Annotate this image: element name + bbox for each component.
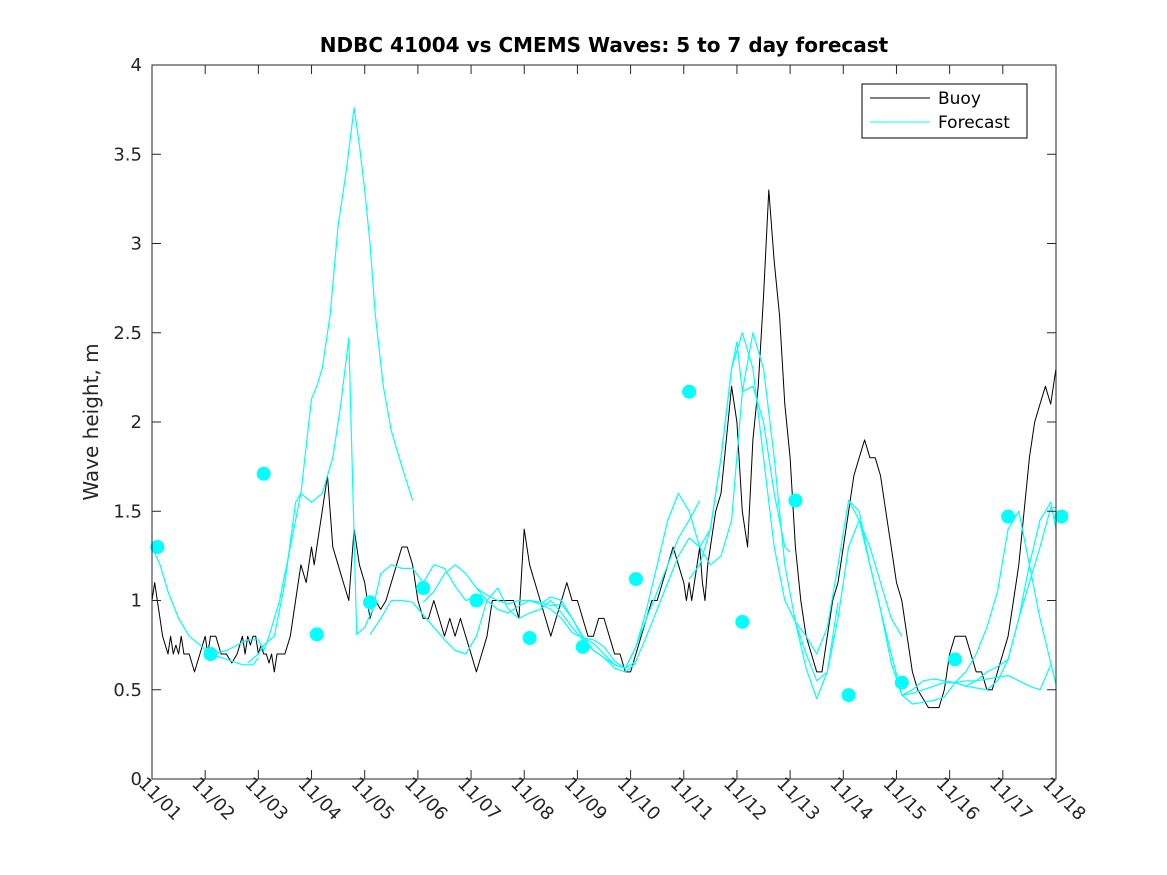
y-tick-label: 3: [131, 234, 142, 255]
forecast-segment-3: [247, 337, 477, 664]
forecast-marker-17: [1001, 509, 1016, 524]
forecast-marker-16: [948, 652, 962, 667]
legend-forecast-label: Forecast: [938, 113, 1010, 133]
forecast-marker-2: [203, 647, 218, 661]
forecast-marker-18: [1054, 509, 1069, 524]
forecast-marker-13: [788, 493, 803, 508]
y-tick-label: 3.5: [113, 144, 142, 165]
forecast-marker-9: [575, 639, 590, 654]
y-tick-label: 1.5: [113, 501, 142, 522]
forecast-marker-15: [894, 675, 909, 690]
y-tick-label: 2: [131, 412, 142, 433]
forecast-marker-7: [469, 593, 484, 608]
forecast-marker-11: [682, 384, 697, 399]
y-tick-label: 4: [131, 55, 142, 76]
forecast-marker-12: [735, 614, 750, 629]
forecast-segment-7: [529, 332, 839, 682]
y-tick-label: 2.5: [113, 323, 142, 344]
forecast-marker-1: [150, 540, 165, 554]
y-tick-label: 0.5: [113, 680, 142, 701]
forecast-marker-10: [628, 572, 643, 587]
legend-box: [861, 83, 1028, 139]
forecast-segment-11: [901, 501, 1057, 696]
forecast-marker-5: [363, 595, 377, 610]
buoy-series-line: [151, 189, 1057, 709]
forecast-marker-6: [416, 581, 431, 595]
forecast-marker-3: [256, 466, 271, 481]
forecast-segment-2: [213, 107, 414, 655]
plot-area: [152, 65, 1056, 779]
forecast-segment-9: [794, 499, 1052, 696]
y-tick-label: 1: [131, 591, 142, 612]
forecast-segment-12: [954, 510, 1057, 685]
y-axis-label: Wave height, m: [79, 343, 103, 500]
legend: Buoy Forecast: [861, 83, 1028, 139]
forecast-segment-5: [422, 500, 701, 669]
data-layer: [150, 107, 1069, 709]
forecast-marker-4: [309, 627, 324, 642]
forecast-marker-8: [522, 631, 537, 645]
chart-title: NDBC 41004 vs CMEMS Waves: 5 to 7 day fo…: [320, 33, 889, 57]
y-tick-label: 0: [131, 769, 142, 790]
legend-buoy-label: Buoy: [938, 89, 981, 109]
forecast-marker-14: [841, 688, 856, 703]
